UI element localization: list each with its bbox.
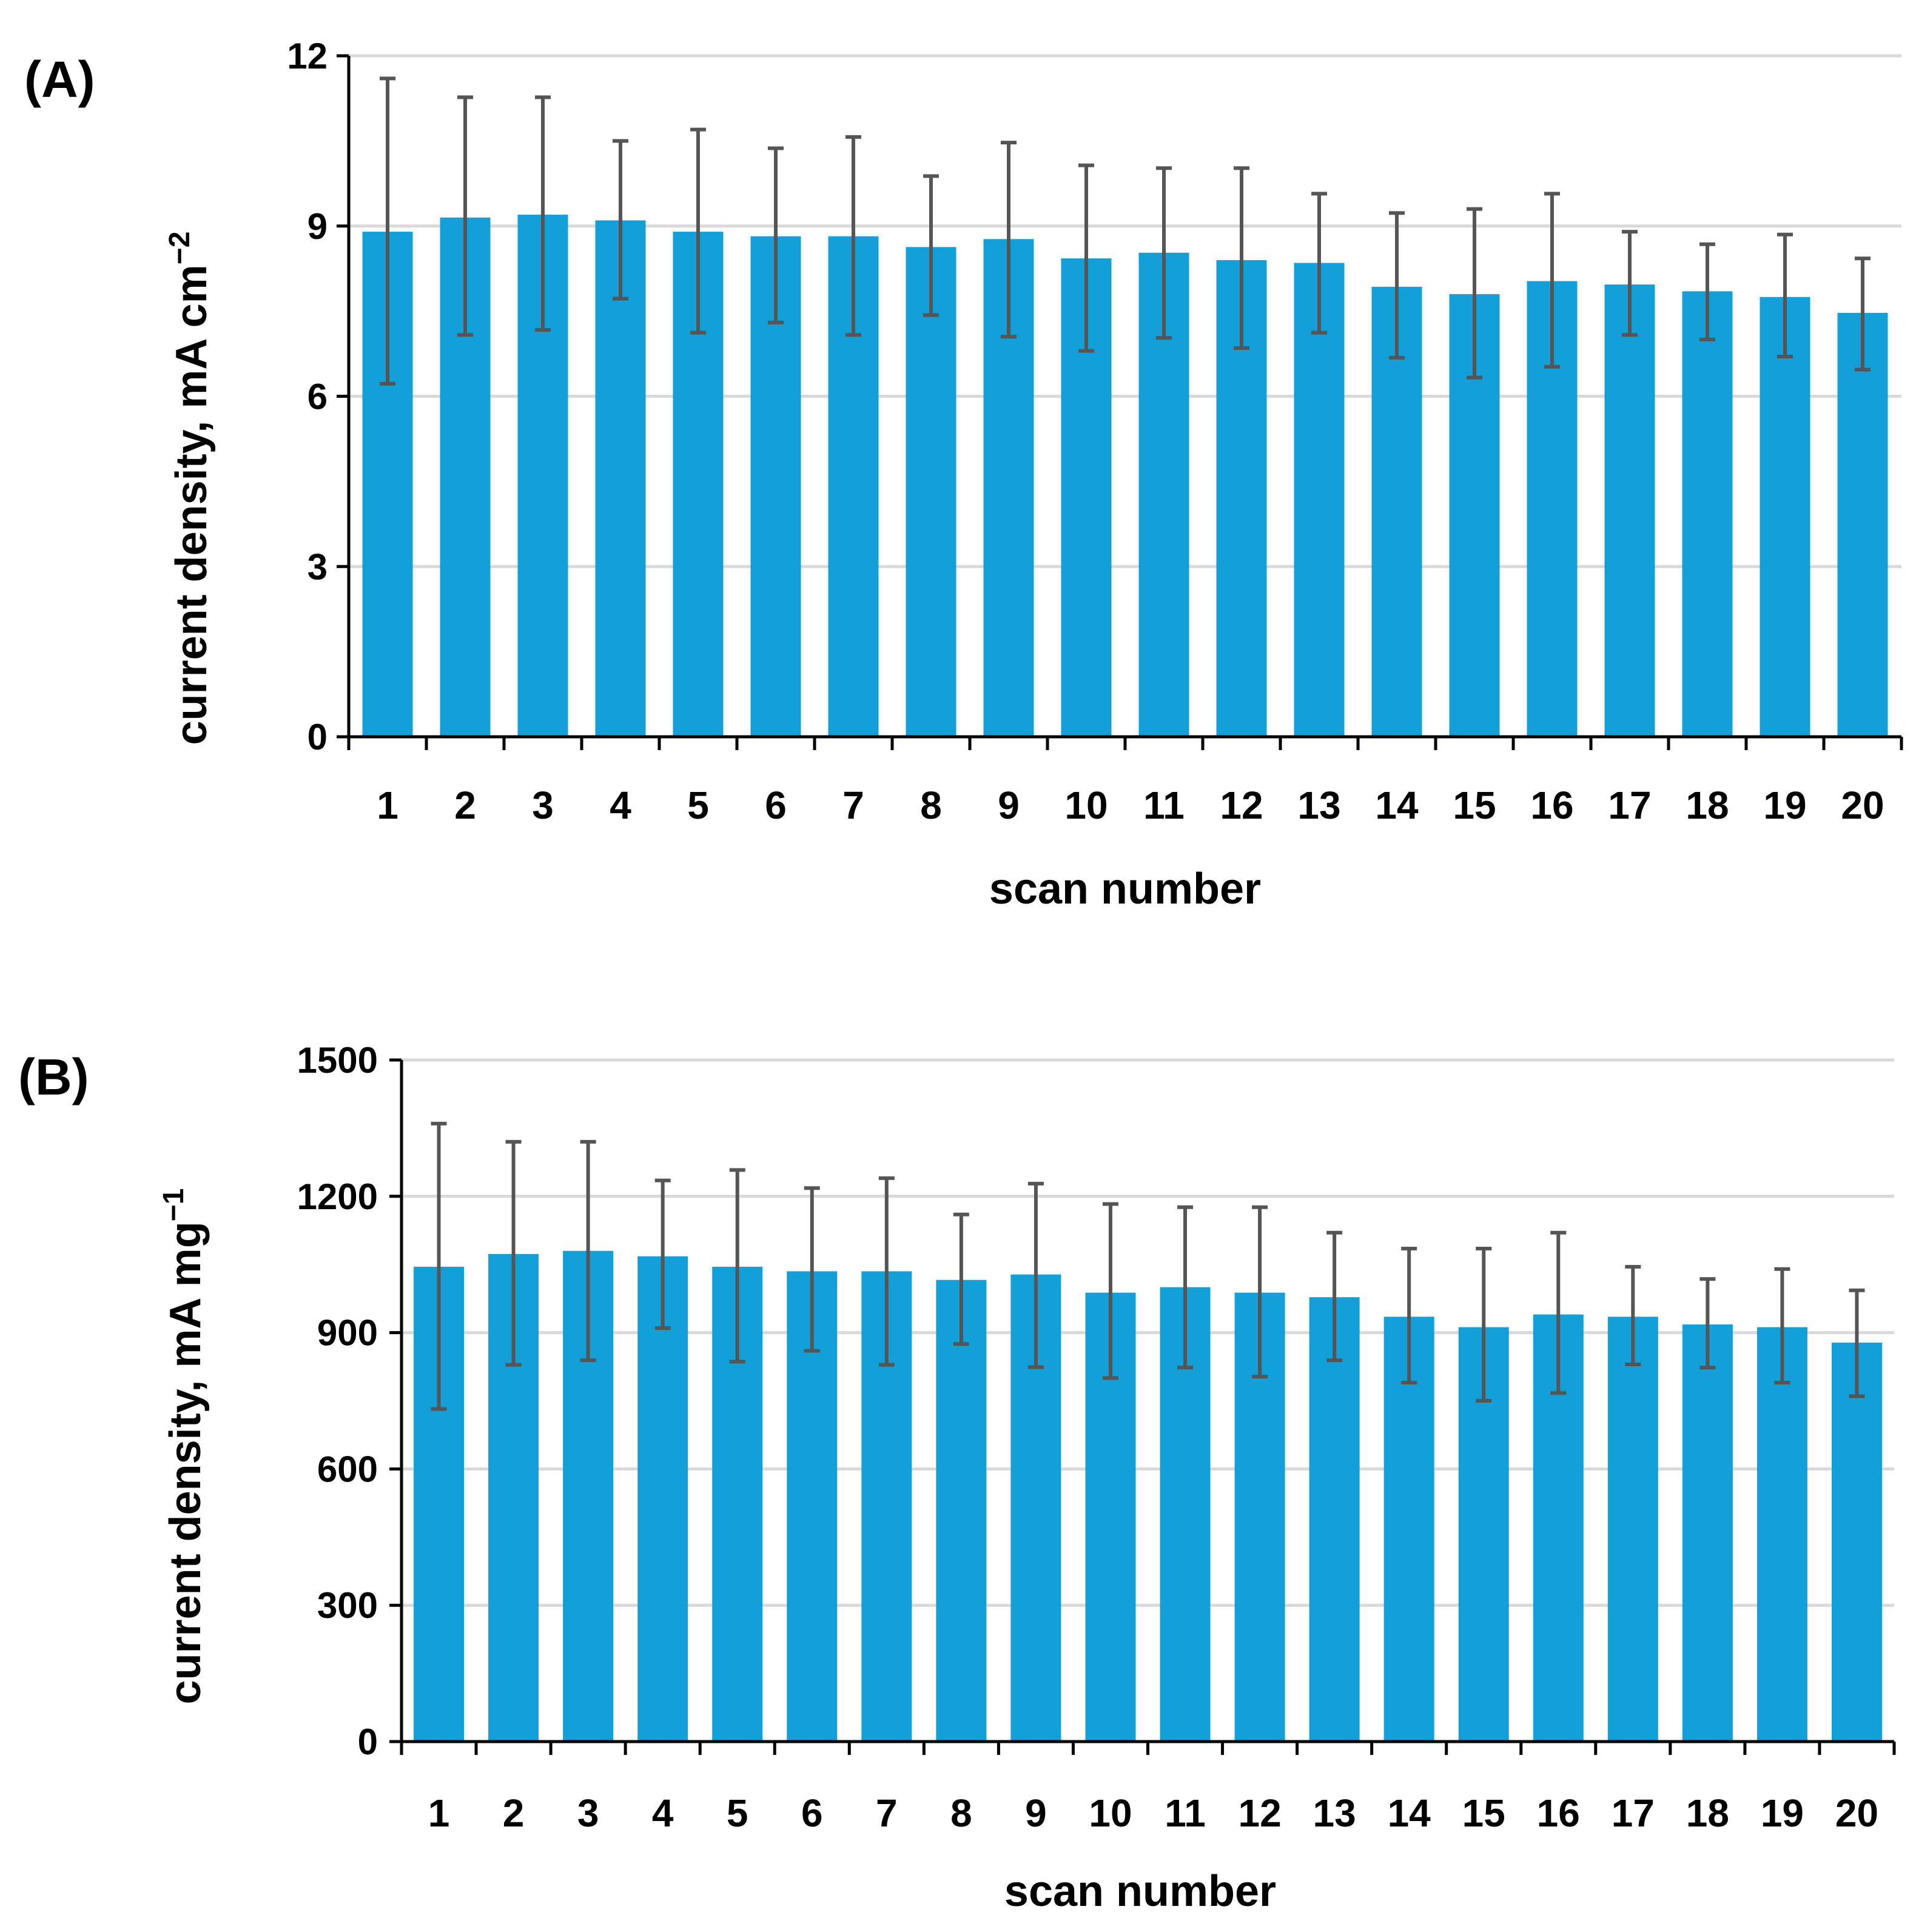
x-tick-label: 16 bbox=[1537, 1791, 1580, 1835]
x-tick-label: 19 bbox=[1761, 1791, 1804, 1835]
bars bbox=[362, 215, 1888, 737]
y-axis-title-superscript: −2 bbox=[164, 232, 196, 265]
x-tick-label: 1 bbox=[377, 783, 398, 827]
x-tick-label: 18 bbox=[1686, 1791, 1729, 1835]
x-tick-label: 6 bbox=[765, 783, 787, 827]
y-tick-label: 1500 bbox=[297, 1040, 378, 1081]
bar bbox=[1837, 312, 1888, 737]
x-tick-label: 15 bbox=[1453, 783, 1496, 827]
y-tick-labels: 0 3 6 9 12 bbox=[287, 36, 328, 757]
axes bbox=[337, 54, 1903, 750]
x-tick-label: 6 bbox=[801, 1791, 823, 1835]
bars bbox=[414, 1250, 1882, 1742]
x-tick-label: 12 bbox=[1238, 1791, 1281, 1835]
x-tick-label: 10 bbox=[1064, 783, 1108, 827]
bar bbox=[1760, 297, 1810, 737]
error-bars bbox=[380, 76, 1871, 386]
x-tick-label: 11 bbox=[1143, 783, 1185, 827]
x-tick-label: 9 bbox=[1025, 1791, 1047, 1835]
bar bbox=[1294, 263, 1345, 737]
x-tick-label: 5 bbox=[687, 783, 709, 827]
bar bbox=[1682, 291, 1733, 737]
x-tick-label: 5 bbox=[727, 1791, 748, 1835]
bar bbox=[1607, 1317, 1658, 1742]
x-tick-label: 20 bbox=[1835, 1791, 1878, 1835]
y-tick-label: 0 bbox=[308, 717, 328, 757]
x-tick-label: 18 bbox=[1686, 783, 1729, 827]
x-tick-label: 2 bbox=[454, 783, 476, 827]
x-tick-label: 13 bbox=[1313, 1791, 1356, 1835]
y-tick-label: 12 bbox=[287, 36, 328, 76]
x-tick-labels: 1 2 3 4 5 6 7 8 9 10 11 12 13 14 15 16 17 18 19 20 bbox=[377, 783, 1884, 827]
x-tick-label: 7 bbox=[842, 783, 864, 827]
x-tick-label: 14 bbox=[1388, 1791, 1431, 1835]
error-bars bbox=[431, 1121, 1865, 1411]
bar bbox=[1604, 284, 1655, 737]
x-tick-label: 14 bbox=[1375, 783, 1419, 827]
bar bbox=[1756, 1327, 1807, 1742]
x-tick-label: 17 bbox=[1608, 783, 1651, 827]
x-tick-label: 8 bbox=[920, 783, 942, 827]
y-axis-title-main: current density, mA cm bbox=[167, 264, 216, 745]
y-axis-title: current density, mA mg−1 bbox=[158, 1189, 210, 1705]
bar bbox=[936, 1280, 987, 1742]
bar bbox=[1682, 1324, 1733, 1742]
bar bbox=[595, 220, 646, 737]
gridlines bbox=[402, 1058, 1894, 1607]
y-tick-labels: 0 300 600 900 1200 1500 bbox=[297, 1040, 378, 1762]
y-tick-label: 900 bbox=[317, 1313, 378, 1353]
x-tick-label: 9 bbox=[998, 783, 1020, 827]
y-tick-label: 600 bbox=[317, 1449, 378, 1489]
y-axis-title-superscript: −1 bbox=[158, 1189, 190, 1222]
y-tick-label: 1200 bbox=[297, 1176, 378, 1217]
x-tick-label: 10 bbox=[1089, 1791, 1132, 1835]
panel-label: (B) bbox=[18, 1048, 89, 1105]
x-axis-title: scan number bbox=[1004, 1867, 1276, 1916]
x-tick-label: 3 bbox=[532, 783, 554, 827]
x-axis-title: scan number bbox=[989, 865, 1261, 913]
bar bbox=[1309, 1297, 1360, 1742]
y-tick-label: 0 bbox=[358, 1722, 378, 1762]
x-tick-label: 12 bbox=[1220, 783, 1263, 827]
y-tick-label: 9 bbox=[308, 206, 328, 247]
x-tick-label: 3 bbox=[577, 1791, 599, 1835]
x-tick-label: 16 bbox=[1530, 783, 1573, 827]
bar bbox=[637, 1256, 688, 1742]
y-axis-title: current density, mA cm−2 bbox=[164, 232, 216, 745]
axes bbox=[389, 1058, 1896, 1755]
y-tick-label: 3 bbox=[308, 546, 328, 587]
x-tick-label: 17 bbox=[1612, 1791, 1655, 1835]
x-tick-label: 4 bbox=[652, 1791, 674, 1835]
bar bbox=[1371, 286, 1422, 737]
y-tick-label: 300 bbox=[317, 1585, 378, 1626]
x-tick-label: 1 bbox=[428, 1791, 450, 1835]
x-tick-labels: 1 2 3 4 5 6 7 8 9 10 11 12 13 14 15 16 17 18 19 20 bbox=[428, 1791, 1878, 1835]
x-tick-label: 15 bbox=[1462, 1791, 1505, 1835]
x-tick-label: 20 bbox=[1841, 783, 1884, 827]
gridlines bbox=[349, 54, 1901, 568]
x-tick-label: 8 bbox=[950, 1791, 972, 1835]
y-axis-title-main: current density, mA mg bbox=[161, 1221, 210, 1704]
x-tick-label: 19 bbox=[1763, 783, 1806, 827]
x-tick-label: 2 bbox=[503, 1791, 525, 1835]
panel-label: (A) bbox=[24, 51, 95, 108]
bar bbox=[1831, 1343, 1882, 1742]
x-tick-label: 4 bbox=[610, 783, 631, 827]
y-tick-label: 6 bbox=[308, 377, 328, 417]
bar bbox=[906, 247, 956, 737]
x-tick-label: 13 bbox=[1297, 783, 1340, 827]
x-tick-label: 7 bbox=[876, 1791, 898, 1835]
bar bbox=[1383, 1317, 1434, 1742]
x-tick-label: 11 bbox=[1165, 1791, 1206, 1835]
